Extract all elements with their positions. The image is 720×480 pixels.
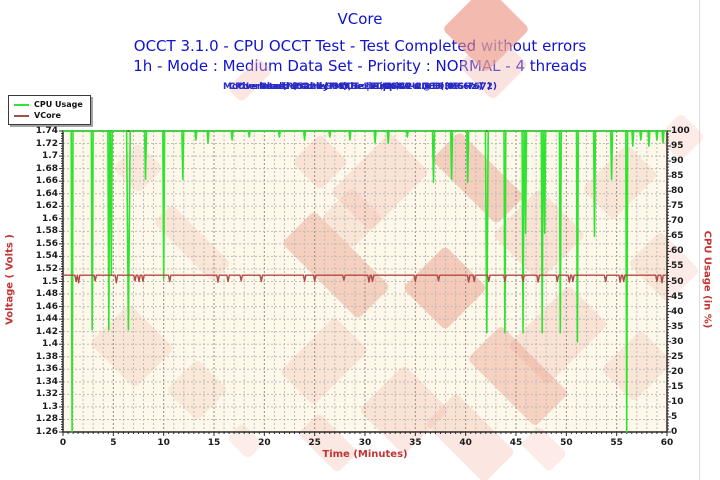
y-right-tick-label: 55 bbox=[671, 261, 684, 272]
legend-label-cpu-usage: CPU Usage bbox=[34, 100, 83, 109]
y-left-tick-label: 1.26 bbox=[35, 427, 58, 437]
right-edge-rule bbox=[699, 0, 700, 480]
y-right-tick-label: 75 bbox=[671, 201, 684, 212]
y-left-tick-label: 1.46 bbox=[35, 301, 58, 312]
series-vcore bbox=[63, 274, 667, 284]
y-left-tick-label: 1.28 bbox=[35, 414, 58, 425]
y-left-tick-label: 1.6 bbox=[42, 213, 58, 224]
y-left-tick-label: 1.54 bbox=[35, 251, 58, 262]
x-tick-label: 25 bbox=[308, 438, 321, 448]
y-left-tick-label: 1.62 bbox=[35, 201, 58, 212]
x-tick-label: 45 bbox=[509, 438, 523, 448]
vcore-line-swatch bbox=[14, 114, 29, 117]
x-tick-label: 55 bbox=[610, 438, 623, 448]
y-left-tick-label: 1.48 bbox=[35, 289, 58, 300]
x-tick-label: 60 bbox=[660, 438, 674, 448]
y-axis-left-title: Voltage ( Volts ) bbox=[4, 234, 16, 325]
y-left-tick-label: 1.34 bbox=[35, 376, 58, 387]
y-left-tick-label: 1.58 bbox=[35, 226, 58, 237]
info-cpu: CPU : Intel(R) Core(TM) i5-2500K CPU @ 3… bbox=[228, 82, 492, 92]
y-right-tick-label: 50 bbox=[671, 276, 684, 287]
series-cpu-usage bbox=[63, 130, 667, 433]
legend-label-vcore: VCore bbox=[34, 111, 61, 120]
x-tick-label: 50 bbox=[560, 438, 573, 448]
y-right-tick-label: 80 bbox=[671, 186, 684, 197]
y-left-tick-label: 1.68 bbox=[35, 163, 58, 174]
y-axis-right-title: CPU Usage (in %) bbox=[701, 230, 713, 329]
y-left-tick-label: 1.32 bbox=[35, 389, 58, 400]
y-right-tick-label: 95 bbox=[671, 141, 684, 152]
x-tick-label: 15 bbox=[207, 438, 221, 448]
y-left-tick-label: 1.64 bbox=[35, 188, 58, 199]
y-left-tick-label: 1.72 bbox=[35, 138, 58, 149]
info-overclock: Overclock : 5299.93 MHz | Ripple : 0.01 … bbox=[237, 82, 483, 92]
y-left-tick-label: 1.5 bbox=[42, 276, 58, 287]
y-right-tick-label: 25 bbox=[671, 351, 684, 362]
y-left-tick-label: 1.56 bbox=[35, 238, 58, 249]
y-left-tick-label: 1.44 bbox=[35, 314, 58, 325]
y-right-tick-label: 40 bbox=[671, 306, 684, 317]
legend: CPU Usage VCore bbox=[8, 95, 91, 125]
chart-title: VCore bbox=[337, 10, 383, 28]
y-right-tick-label: 0 bbox=[671, 427, 678, 437]
y-right-tick-label: 30 bbox=[671, 336, 684, 347]
x-tick-label: 0 bbox=[59, 438, 67, 448]
legend-item-vcore: VCore bbox=[14, 110, 83, 121]
y-right-tick-label: 5 bbox=[671, 411, 678, 422]
x-tick-label: 20 bbox=[258, 438, 271, 448]
y-right-tick-label: 90 bbox=[671, 156, 684, 167]
x-tick-label: 30 bbox=[358, 438, 372, 448]
y-right-tick-label: 100 bbox=[671, 126, 690, 136]
x-tick-label: 40 bbox=[459, 438, 472, 448]
info-motherboard: Motherboard Brand :MSI,Serie :Z68A-GD80 … bbox=[223, 82, 497, 92]
x-tick-label: 10 bbox=[157, 438, 170, 448]
y-right-tick-label: 70 bbox=[671, 216, 684, 227]
info-generated: Generated by OCCT : 11/08/11 20:50:09 bbox=[259, 82, 461, 92]
y-right-tick-label: 45 bbox=[671, 291, 684, 302]
y-right-tick-label: 20 bbox=[671, 366, 684, 377]
y-left-tick-label: 1.66 bbox=[35, 176, 58, 187]
y-left-tick-label: 1.3 bbox=[42, 401, 58, 412]
legend-item-cpu-usage: CPU Usage bbox=[14, 99, 83, 110]
y-right-tick-label: 10 bbox=[671, 396, 684, 407]
y-left-tick-label: 1.74 bbox=[35, 126, 58, 136]
y-left-tick-label: 1.38 bbox=[35, 351, 58, 362]
y-left-tick-label: 1.42 bbox=[35, 326, 58, 337]
y-right-tick-label: 60 bbox=[671, 246, 684, 257]
cpu-usage-line-swatch bbox=[14, 103, 29, 106]
y-right-tick-label: 35 bbox=[671, 321, 684, 332]
y-left-tick-label: 1.36 bbox=[35, 364, 58, 375]
y-right-tick-label: 65 bbox=[671, 231, 684, 242]
x-tick-label: 5 bbox=[110, 438, 117, 448]
y-right-tick-label: 85 bbox=[671, 171, 684, 182]
y-left-tick-label: 1.7 bbox=[42, 151, 58, 162]
x-tick-label: 35 bbox=[409, 438, 422, 448]
y-right-tick-label: 15 bbox=[671, 381, 684, 392]
x-axis-title: Time (Minutes) bbox=[322, 449, 408, 460]
y-left-tick-label: 1.52 bbox=[35, 263, 58, 274]
y-left-tick-label: 1.4 bbox=[42, 339, 58, 350]
